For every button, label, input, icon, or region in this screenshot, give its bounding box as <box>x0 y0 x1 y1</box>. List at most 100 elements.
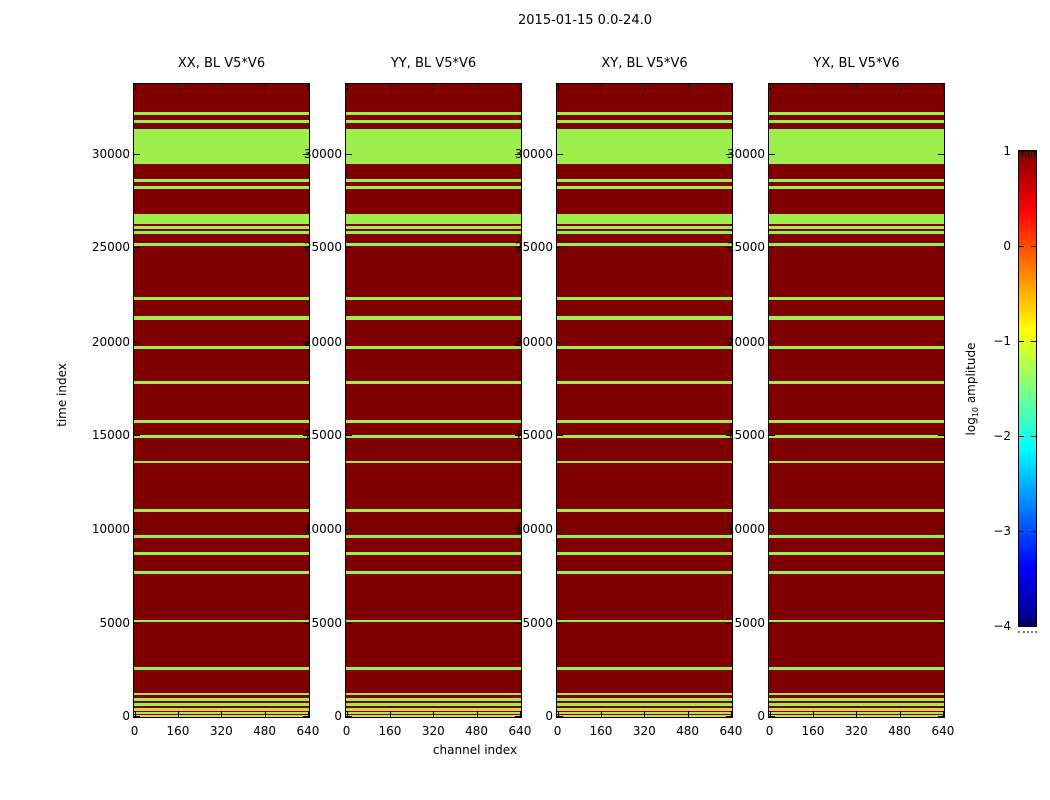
flagged-row-stripe <box>557 120 732 123</box>
colorbar-tick-mark <box>1019 531 1024 532</box>
colorbar-tick-mark <box>1019 246 1024 247</box>
y-tick-mark <box>303 623 309 625</box>
flagged-row-stripe <box>557 619 732 623</box>
flagged-row-stripe <box>557 111 732 115</box>
x-tick-mark <box>730 711 732 717</box>
flagged-row-stripe <box>769 111 944 115</box>
x-tick-label: 320 <box>209 724 233 738</box>
x-tick-mark <box>134 84 136 90</box>
y-tick-mark <box>726 528 732 530</box>
colorbar-tick-label: −4 <box>993 619 1011 633</box>
x-tick-label: 320 <box>844 724 868 738</box>
y-tick-mark <box>769 435 775 437</box>
y-tick-label: 0 <box>757 708 765 723</box>
x-tick-mark <box>264 84 266 90</box>
y-tick-mark <box>938 528 944 530</box>
y-tick-mark <box>726 341 732 343</box>
flagged-row-stripe <box>769 297 944 301</box>
y-axis-label: time index <box>55 363 69 427</box>
flagged-row-stripe <box>346 692 521 696</box>
x-tick-mark <box>899 84 901 90</box>
flagged-row-stripe <box>134 571 309 575</box>
y-tick-mark <box>938 153 944 155</box>
flagged-row-stripe <box>134 692 309 696</box>
y-tick-mark <box>938 435 944 437</box>
flagged-row-stripe <box>134 178 309 182</box>
flagged-row-stripe <box>346 111 521 115</box>
flagged-row-stripe <box>557 708 732 711</box>
y-tick-mark <box>346 341 352 343</box>
x-tick-mark <box>134 711 136 717</box>
flagged-row-stripe <box>134 666 309 670</box>
y-tick-mark <box>303 247 309 249</box>
y-tick-mark <box>726 153 732 155</box>
colorbar-label-subscript: 10 <box>971 406 981 418</box>
flagged-row-stripe <box>346 703 521 706</box>
flagged-row-stripe <box>769 316 944 321</box>
flagged-row-stripe <box>769 178 944 182</box>
flagged-row-stripe <box>769 460 944 464</box>
x-tick-mark <box>942 84 944 90</box>
flagged-row-stripe <box>134 460 309 464</box>
y-tick-mark <box>134 623 140 625</box>
flagged-row-stripe <box>769 226 944 230</box>
x-tick-mark <box>264 711 266 717</box>
colorbar-dotted-edge <box>1018 631 1037 633</box>
y-tick-label: 25000 <box>303 240 342 255</box>
y-tick-label: 10000 <box>514 521 553 536</box>
flagged-row-stripe <box>557 297 732 301</box>
colorbar-tick-label: −1 <box>993 334 1011 348</box>
x-tick-mark <box>769 84 771 90</box>
x-tick-mark <box>433 84 435 90</box>
y-tick-label: 25000 <box>91 240 130 255</box>
y-tick-label: 25000 <box>726 240 765 255</box>
x-tick-mark <box>177 711 179 717</box>
x-tick-mark <box>346 711 348 717</box>
heatmap-panel: 0 160 320 480 640 30000 25000 20000 15000 10000 50… <box>727 83 954 738</box>
flagged-row-stripe <box>769 703 944 706</box>
flagged-row-stripe <box>346 380 521 384</box>
x-tick-mark <box>221 711 223 717</box>
y-tick-mark <box>134 528 140 530</box>
y-tick-label: 10000 <box>303 521 342 536</box>
x-tick-mark <box>769 711 771 717</box>
colorbar-tick-label: −2 <box>993 429 1011 443</box>
subplot-xy: XY, BL V5*V6 0 160 320 480 640 30000 25000 2000… <box>515 56 743 738</box>
flagged-row-stripe <box>557 242 732 246</box>
colorbar-tick-mark <box>1019 341 1024 342</box>
flagged-row-stripe <box>346 552 521 556</box>
x-tick-label: 0 <box>553 724 562 738</box>
heatmap-panel: 0 160 320 480 640 30000 25000 20000 15000 10000 50… <box>92 83 319 738</box>
x-tick-label: 480 <box>465 724 488 738</box>
flagged-row-stripe <box>557 380 732 384</box>
y-tick-label: 20000 <box>514 334 553 349</box>
flagged-row-stripe <box>769 128 944 164</box>
flagged-row-stripe <box>769 120 944 123</box>
y-tick-mark <box>557 715 563 717</box>
x-tick-mark <box>346 84 348 90</box>
y-tick-mark <box>938 341 944 343</box>
flagged-row-stripe <box>134 698 309 701</box>
x-axis-label: channel index <box>432 743 518 757</box>
x-tick-mark <box>177 84 179 90</box>
y-tick-mark <box>303 715 309 717</box>
colorbar-tick-mark <box>1031 436 1036 437</box>
flagged-row-stripe <box>134 226 309 230</box>
x-tick-mark <box>644 84 646 90</box>
x-tick-mark <box>476 711 478 717</box>
x-tick-mark <box>519 84 521 90</box>
flagged-row-stripe <box>346 120 521 123</box>
y-tick-label: 5000 <box>522 616 553 631</box>
flagged-row-stripe <box>769 213 944 224</box>
y-tick-mark <box>303 341 309 343</box>
y-tick-mark <box>346 153 352 155</box>
colorbar-tick-mark <box>1019 151 1024 152</box>
x-tick-mark <box>519 711 521 717</box>
x-tick-mark <box>730 84 732 90</box>
y-tick-mark <box>515 153 521 155</box>
y-tick-mark <box>346 247 352 249</box>
flagged-row-stripe <box>134 213 309 224</box>
colorbar-tick-mark <box>1031 531 1036 532</box>
x-tick-mark <box>812 711 814 717</box>
flagged-row-stripe <box>134 231 309 235</box>
